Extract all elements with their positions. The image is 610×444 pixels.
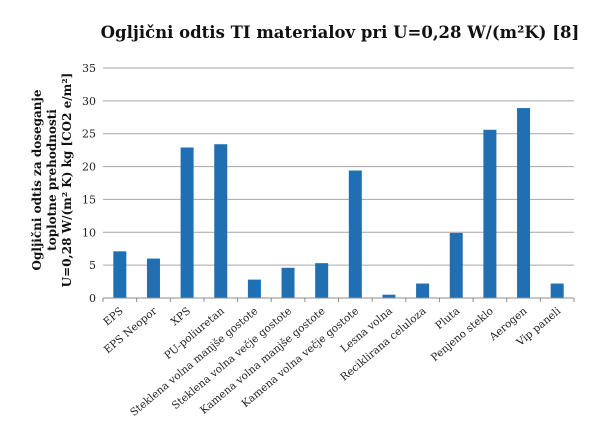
bar <box>550 283 564 298</box>
bar <box>416 283 430 298</box>
bar <box>348 170 362 298</box>
y-tick-label: 35 <box>82 62 96 75</box>
y-tick-label: 20 <box>82 161 96 174</box>
y-tick-label: 15 <box>82 193 96 206</box>
grid <box>103 67 574 266</box>
bar <box>146 258 160 298</box>
bar <box>281 267 295 298</box>
chart-title: Ogljični odtis TI materialov pri U=0,28 … <box>101 23 580 42</box>
bar <box>247 279 261 298</box>
y-tick-labels: 0 5 10 15 20 25 30 35 <box>82 62 96 305</box>
x-tick-label: XPS <box>169 305 193 328</box>
bar <box>382 294 396 298</box>
bar <box>517 108 531 298</box>
x-tick-label: Penjeno steklo <box>429 305 496 364</box>
x-tick-label: EPS <box>101 305 126 328</box>
y-tick-label: 5 <box>89 259 96 272</box>
bar <box>315 263 329 298</box>
bar <box>214 144 228 298</box>
y-tick-label: 10 <box>82 226 96 239</box>
y-axis-label: Ogljični odtis za doseganje toplotne pre… <box>30 73 74 288</box>
y-tick-label: 0 <box>89 292 96 305</box>
bar <box>483 129 497 298</box>
y-axis-label-line-3: U=0,28 W/(m² K) kg [CO2 e/m²] <box>60 73 74 288</box>
x-tick-label: Pluta <box>433 305 462 332</box>
y-tick-label: 30 <box>82 95 96 108</box>
y-tick-label: 25 <box>82 128 96 141</box>
bar <box>449 232 463 298</box>
bar <box>180 147 194 298</box>
y-axis-label-line-2: toplotne prehodnosti <box>45 109 59 251</box>
axes <box>102 297 575 302</box>
bars <box>113 108 564 298</box>
bar <box>113 251 127 298</box>
y-axis-label-line-1: Ogljični odtis za doseganje <box>30 89 44 270</box>
